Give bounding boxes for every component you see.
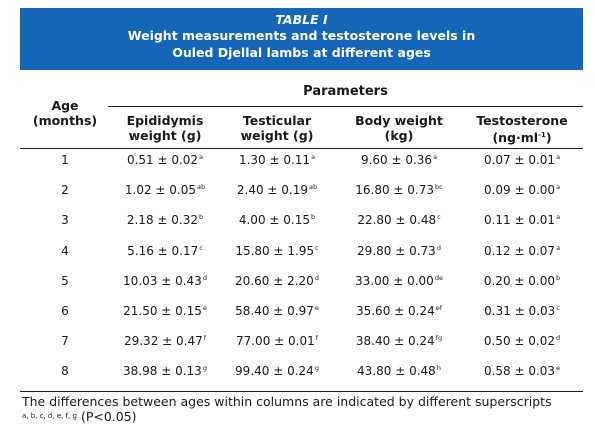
cell-testosterone: 0.20 ± 0.00b [483,273,561,288]
cell-testicular: 99.40 ± 0.24g [235,364,319,379]
cell-age: 1 [61,153,69,167]
table-row: 1 0.51 ± 0.02a 1.30 ± 0.11a 9.60 ± 0.36a 0.0… [20,150,583,170]
cell-age: 3 [61,213,69,228]
cell-testicular: 2.40 ± 0.19ab [236,183,318,198]
cell-age: 7 [61,334,69,349]
table-row: 5 10.03 ± 0.43d 20.60 ± 2.20d 33.00 ± 0.00d… [20,271,583,291]
cell-body-weight: 16.80 ± 0.73bc [355,183,443,198]
table-title-line-2: Ouled Djellal lambs at different ages [172,45,431,60]
table-row: 8 38.98 ± 0.13g 99.40 ± 0.24g 43.80 ± 0.48h… [20,361,583,381]
cell-epididymis: 0.51 ± 0.02a [126,153,204,167]
cell-age: 4 [61,243,69,258]
table-row: 4 5.16 ± 0.17c 15.80 ± 1.95c 29.80 ± 0.73d 0… [20,241,583,261]
cell-epididymis: 10.03 ± 0.43d [123,273,207,288]
cell-testosterone: 0.09 ± 0.00a [483,183,561,198]
cell-epididymis: 38.98 ± 0.13g [123,364,207,379]
header-epididymis: Epididymis weight (g) [126,113,204,143]
cell-body-weight: 43.80 ± 0.48h [357,364,441,379]
header-rule [20,148,583,149]
table-row: 3 2.18 ± 0.32b 4.00 ± 0.15b 22.80 ± 0.48c 0.… [20,210,583,230]
cell-testicular: 77.00 ± 0.01f [235,334,319,349]
cell-epididymis: 21.50 ± 0.15e [123,304,207,318]
cell-epididymis: 2.18 ± 0.32b [126,213,204,228]
cell-testicular: 15.80 ± 1.95c [235,243,319,258]
cell-epididymis: 29.32 ± 0.47f [123,334,207,349]
cell-body-weight: 9.60 ± 0.36a [360,153,438,167]
footnote-superscripts: a, b, c, d, e, f, g [22,412,77,420]
table-row: 2 1.02 ± 0.05ab 2.40 ± 0.19ab 16.80 ± 0.73b… [20,180,583,200]
cell-testicular: 1.30 ± 0.11a [238,153,316,167]
header-body-weight: Body weight (kg) [355,113,443,143]
table-footnote: The differences between ages within colu… [22,394,587,424]
cell-testosterone: 0.12 ± 0.07a [483,243,561,258]
header-testosterone: Testosterone (ng·ml-1) [476,113,568,145]
cell-body-weight: 22.80 ± 0.48c [357,213,441,228]
header-age: Age (months) [32,98,98,128]
cell-testicular: 58.40 ± 0.97e [235,304,319,318]
table-bottom-rule [20,391,583,392]
header-testicular: Testicular weight (g) [240,113,314,143]
cell-body-weight: 33.00 ± 0.00de [355,273,443,288]
cell-body-weight: 35.60 ± 0.24ef [355,304,443,318]
cell-age: 8 [61,364,69,379]
parameters-header: Parameters [303,84,388,99]
parameters-rule [108,106,583,107]
table-label: TABLE I [275,12,328,27]
footnote-text: The differences between ages within colu… [22,394,552,409]
footnote-p-value: (P<0.05) [80,409,137,424]
cell-age: 2 [61,183,69,198]
table-row: 6 21.50 ± 0.15e 58.40 ± 0.97e 35.60 ± 0.24e… [20,301,583,321]
cell-body-weight: 38.40 ± 0.24fg [355,334,443,349]
cell-testosterone: 0.58 ± 0.03e [483,364,561,379]
cell-testosterone: 0.31 ± 0.03c [484,304,560,318]
cell-testosterone: 0.50 ± 0.02d [483,334,561,349]
cell-epididymis: 5.16 ± 0.17c [127,243,203,258]
cell-testosterone: 0.07 ± 0.01a [483,153,561,167]
cell-testosterone: 0.11 ± 0.01a [483,213,561,228]
cell-testicular: 4.00 ± 0.15b [238,213,316,228]
cell-age: 5 [61,273,69,288]
table-title-banner: TABLE I Weight measurements and testoste… [20,8,583,70]
cell-epididymis: 1.02 ± 0.05ab [124,183,206,198]
cell-testicular: 20.60 ± 2.20d [235,273,319,288]
table-title-line-1: Weight measurements and testosterone lev… [127,28,476,43]
cell-body-weight: 29.80 ± 0.73d [357,243,441,258]
table-row: 7 29.32 ± 0.47f 77.00 ± 0.01f 38.40 ± 0.24f… [20,331,583,351]
cell-age: 6 [61,304,69,318]
